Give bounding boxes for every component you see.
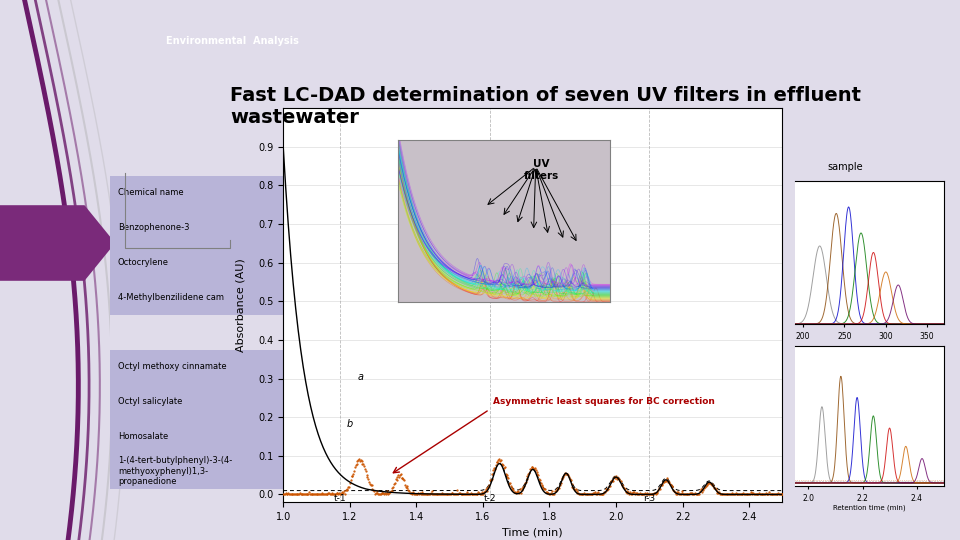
Text: Octyl methoxy cinnamate: Octyl methoxy cinnamate: [118, 362, 227, 372]
Bar: [110, 454, 298, 489]
Bar: [110, 176, 298, 210]
Text: Homosalate: Homosalate: [118, 432, 168, 441]
Text: Asymmetric least squares for BC correction: Asymmetric least squares for BC correcti…: [492, 396, 715, 406]
Text: r-3: r-3: [643, 494, 656, 503]
Bar: [110, 384, 298, 419]
Text: t-1: t-1: [333, 494, 347, 503]
X-axis label: Time (min): Time (min): [502, 528, 564, 537]
Text: Benzophenone-3: Benzophenone-3: [118, 223, 189, 232]
Bar: [110, 315, 298, 349]
Text: UV
filters: UV filters: [523, 159, 559, 180]
Text: Studied: Studied: [209, 222, 252, 232]
Text: Chemical name: Chemical name: [118, 188, 183, 198]
Bar: [110, 349, 298, 384]
Text: Octocrylene: Octocrylene: [118, 258, 169, 267]
Bar: [110, 419, 298, 454]
Text: 4-Methylbenzilidene cam: 4-Methylbenzilidene cam: [118, 293, 224, 302]
Text: t-2: t-2: [483, 494, 495, 503]
Bar: [110, 210, 298, 245]
Text: b: b: [347, 419, 352, 429]
Text: a: a: [358, 373, 364, 382]
X-axis label: Retention time (min): Retention time (min): [833, 504, 905, 510]
Text: Fast LC-DAD determination of seven UV filters in effluent
wastewater: Fast LC-DAD determination of seven UV fi…: [230, 86, 861, 127]
Polygon shape: [0, 205, 115, 281]
Text: 1-(4-tert-butylphenyl)-3-(4-
methyoxyphenyl)1,3-
propanedione: 1-(4-tert-butylphenyl)-3-(4- methyoxyphe…: [118, 456, 232, 486]
Text: Octyl salicylate: Octyl salicylate: [118, 397, 182, 406]
Bar: [110, 245, 298, 280]
Text: sample: sample: [827, 163, 863, 172]
Bar: [110, 280, 298, 315]
Y-axis label: Absorbance (AU): Absorbance (AU): [236, 258, 246, 352]
Text: Environmental  Analysis: Environmental Analysis: [166, 36, 300, 45]
